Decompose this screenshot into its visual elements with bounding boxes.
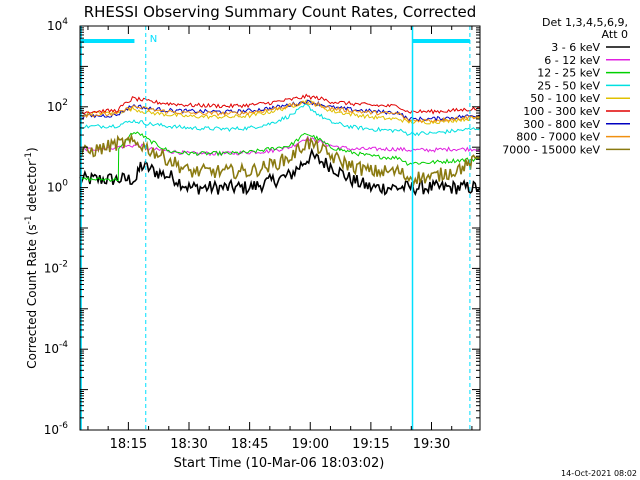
x-tick-label: 18:15 [110,437,147,452]
y-tick-label: 10-6 [44,421,69,437]
legend-label: 800 - 7000 keV [516,131,600,144]
y-tick-label: 10-2 [44,259,68,275]
legend-label: 6 - 12 keV [544,54,600,67]
flag-letter: N [150,34,157,45]
y-tick-label: 10-4 [44,340,69,356]
legend-header-attenuator: Att 0 [602,28,628,41]
plot-frame [79,25,481,431]
legend-label: 7000 - 15000 keV [502,143,600,156]
x-axis-label: Start Time (10-Mar-06 18:03:02) [174,456,385,471]
series-line [79,101,481,124]
legend-label: 25 - 50 keV [537,79,600,92]
y-tick-label: 104 [47,17,68,33]
footer-timestamp: 14-Oct-2021 08:02 [561,469,637,478]
x-tick-label: 18:30 [170,437,207,452]
series-line [79,131,481,183]
chart-title: RHESSI Observing Summary Count Rates, Co… [84,3,477,21]
series-line [79,93,481,115]
legend-label: 300 - 800 keV [523,118,600,131]
axes [79,25,481,431]
observing-bar [81,39,135,43]
legend-header-detectors: Det 1,3,4,5,6,9, [542,16,628,29]
legend-label: 100 - 300 keV [523,105,600,118]
x-tick-label: 19:30 [413,437,450,452]
x-tick-label: 19:15 [352,437,389,452]
observing-bar [412,39,470,43]
series-line [79,99,481,122]
y-tick-label: 100 [47,179,68,195]
observing-markers: N [80,26,471,430]
y-axis-label: Corrected Count Rate (s-1 detector-1) [24,147,39,368]
series-line [79,147,481,197]
y-tick-labels: 10-6 10-4 10-2 100 102 104 [44,17,69,437]
x-tick-labels: 18:15 18:30 18:45 19:00 19:15 19:30 [110,437,451,452]
series-layer [79,93,481,197]
series-line [79,135,481,157]
x-tick-label: 19:00 [292,437,329,452]
series-line [79,103,481,137]
x-tick-label: 18:45 [231,437,268,452]
legend-label: 3 - 6 keV [551,41,600,54]
y-tick-label: 102 [47,98,68,114]
legend-label: 50 - 100 keV [530,92,600,105]
legend-label: 12 - 25 keV [537,67,600,80]
